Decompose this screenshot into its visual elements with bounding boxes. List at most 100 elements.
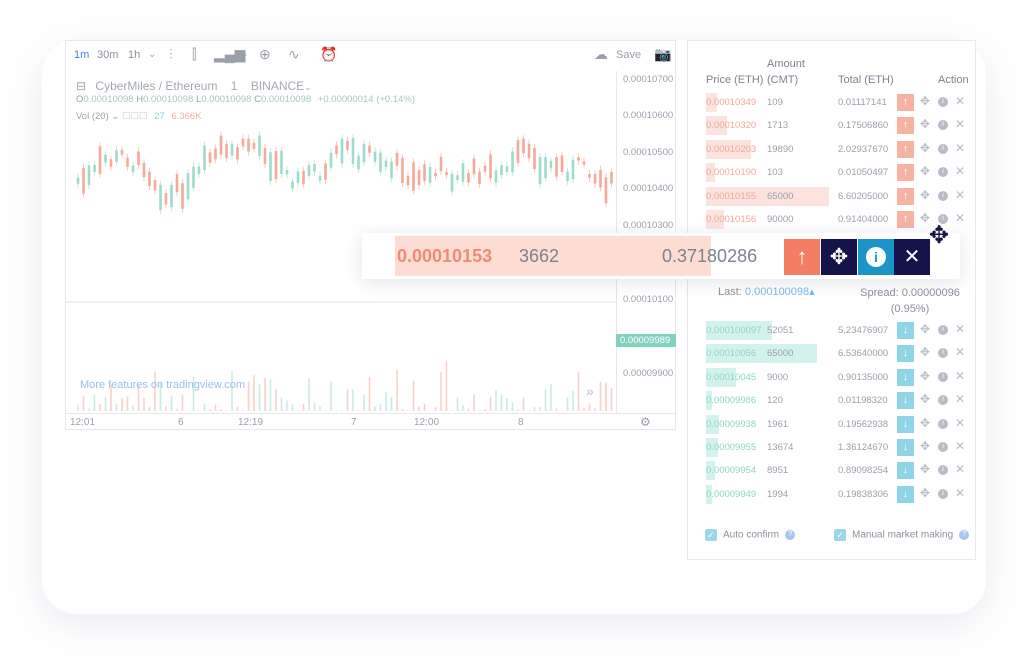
settings-gear-icon[interactable]: ⚙ (640, 415, 651, 429)
tradingview-link[interactable]: More features on tradingview.com (80, 379, 246, 391)
chevron-down-icon[interactable]: ⌄ (304, 82, 312, 92)
candles-icon[interactable]: ⫿ (192, 46, 197, 62)
info-icon[interactable]: i (938, 348, 948, 359)
ask-row[interactable]: 0.00010320 1713 0.17506860 ↑ ✥ i ✕ (688, 114, 977, 137)
arrow-down-icon[interactable]: ↓ (897, 462, 914, 480)
close-icon[interactable]: ✕ (955, 485, 966, 500)
bid-row[interactable]: 0.00009938 1961 0.19562938 ↓ ✥ i ✕ (688, 413, 977, 436)
chevron-down-icon[interactable]: ⌄ (148, 49, 157, 60)
bid-row[interactable]: 0.000100097 52051 5.23476907 ↓ ✥ i ✕ (688, 319, 977, 342)
info-icon[interactable]: i (938, 167, 948, 178)
arrow-up-icon[interactable]: ↑ (897, 140, 914, 158)
info-icon[interactable]: i (938, 190, 948, 201)
close-icon[interactable]: ✕ (955, 368, 966, 383)
bid-row[interactable]: 0.00010045 9000 0.90135000 ↓ ✥ i ✕ (688, 366, 977, 389)
move-icon[interactable]: ✥ (920, 439, 931, 453)
close-icon[interactable]: ✕ (955, 117, 966, 132)
arrow-up-icon[interactable]: ↑ (897, 94, 914, 111)
timeframe-1m[interactable]: 1m (74, 49, 90, 61)
move-icon[interactable]: ✥ (920, 322, 931, 336)
move-icon[interactable]: ✥ (920, 164, 931, 179)
info-icon[interactable]: i (938, 214, 948, 224)
move-icon[interactable]: ✥ (920, 462, 931, 477)
indicators-icon[interactable]: ▂▄▆ (214, 46, 246, 62)
auto-confirm-checkbox[interactable]: ✓ (705, 529, 717, 541)
close-icon[interactable]: ✕ (955, 211, 966, 225)
info-icon[interactable]: i (938, 442, 948, 452)
info-icon[interactable]: i (938, 488, 948, 499)
arrow-up-icon[interactable]: ↑ (897, 164, 914, 182)
close-icon[interactable]: ✕ (955, 94, 966, 108)
scroll-right-icon[interactable]: » (586, 383, 594, 399)
timeframe-30m[interactable]: 30m (97, 49, 119, 61)
arrow-down-icon[interactable]: ↓ (897, 368, 914, 386)
move-button[interactable]: ✥ (821, 239, 857, 275)
arrow-down-icon[interactable]: ↓ (897, 415, 914, 433)
move-icon[interactable]: ✥ (920, 187, 931, 202)
bid-row[interactable]: 0.00009949 1994 0.19838306 ↓ ✥ i ✕ (688, 483, 977, 506)
bid-row[interactable]: 0.00009986 120 0.01198320 ↓ ✥ i ✕ (688, 389, 977, 412)
close-icon[interactable]: ✕ (955, 345, 966, 360)
arrow-up-icon[interactable]: ↑ (897, 187, 914, 205)
arrow-down-icon[interactable]: ↓ (897, 439, 914, 456)
move-icon[interactable]: ✥ (920, 345, 931, 360)
ask-row[interactable]: 0.00010203 19890 2.02937670 ↑ ✥ i ✕ (688, 138, 977, 161)
arrow-down-icon[interactable]: ↓ (897, 392, 914, 410)
ask-row[interactable]: 0.00010190 103 0.01050497 ↑ ✥ i ✕ (688, 161, 977, 184)
info-icon[interactable]: i (938, 465, 948, 476)
manual-market-making-option[interactable]: ✓ Manual market making? (834, 529, 970, 541)
move-icon[interactable]: ✥ (920, 211, 931, 225)
arrow-up-icon[interactable]: ↑ (897, 211, 914, 228)
info-icon[interactable]: i (938, 325, 948, 335)
bid-row[interactable]: 0.00010056 65000 6.53640000 ↓ ✥ i ✕ (688, 342, 977, 365)
arrow-down-icon[interactable]: ↓ (897, 345, 914, 363)
move-icon[interactable]: ✥ (920, 368, 931, 383)
timeframe-1h[interactable]: 1h (128, 49, 141, 61)
move-icon[interactable]: ✥ (920, 415, 931, 430)
move-icon[interactable]: ✥ (920, 140, 931, 155)
close-icon[interactable]: ✕ (955, 322, 966, 336)
info-icon[interactable]: i (938, 143, 948, 154)
close-icon[interactable]: ✕ (955, 392, 966, 407)
info-icon[interactable]: i (938, 97, 948, 107)
ask-row[interactable]: 0.00010156 90000 0.91404000 ↑ ✥ i ✕ (688, 208, 977, 231)
ask-row[interactable]: 0.00010349 109 0.01117141 ↑ ✥ i ✕ (688, 91, 977, 114)
alert-icon[interactable]: ⏰ (320, 46, 338, 62)
close-icon[interactable]: ✕ (955, 164, 966, 179)
ask-row[interactable]: 0.00010155 65000 6.60205000 ↑ ✥ i ✕ (688, 185, 977, 208)
exchange[interactable]: BINANCE (250, 79, 305, 93)
arrow-up-button[interactable]: ↑ (784, 239, 820, 275)
info-icon[interactable]: i (938, 395, 948, 406)
bid-row[interactable]: 0.00009955 13674 1.36124670 ↓ ✥ i ✕ (688, 436, 977, 459)
arrow-down-icon[interactable]: ↓ (897, 485, 914, 503)
move-icon[interactable]: ✥ (920, 94, 931, 108)
move-icon[interactable]: ✥ (920, 392, 931, 407)
info-icon[interactable]: i (938, 120, 948, 131)
arrow-up-icon[interactable]: ↑ (897, 117, 914, 135)
save-button[interactable]: Save (616, 49, 642, 61)
help-icon[interactable]: ? (785, 530, 796, 540)
compare-icon[interactable]: ∿ (288, 46, 300, 62)
add-icon[interactable]: ⊕ (259, 46, 271, 62)
auto-confirm-option[interactable]: ✓ Auto confirm? (705, 529, 796, 541)
close-icon[interactable]: ✕ (955, 462, 966, 477)
candlestick-plot[interactable] (66, 71, 616, 413)
close-button[interactable]: ✕ (894, 239, 930, 275)
bid-row[interactable]: 0.00009954 8951 0.89098254 ↓ ✥ i ✕ (688, 459, 977, 482)
info-icon[interactable]: i (938, 371, 948, 382)
cloud-icon[interactable]: ☁ (594, 46, 608, 62)
move-icon[interactable]: ✥ (920, 117, 931, 132)
manual-market-making-checkbox[interactable]: ✓ (834, 529, 846, 541)
info-button[interactable]: i (858, 239, 894, 275)
collapse-icon[interactable]: ⊟ (76, 79, 87, 93)
bars-icon[interactable]: ⫶ (169, 46, 173, 62)
close-icon[interactable]: ✕ (955, 415, 966, 430)
move-icon[interactable]: ✥ (920, 485, 931, 500)
info-icon[interactable]: i (938, 418, 948, 429)
chevron-down-icon[interactable]: ⌄ (240, 49, 249, 60)
help-icon[interactable]: ? (959, 530, 970, 540)
highlighted-order-row[interactable]: 0.00010153 3662 0.37180286 ↑ ✥ i ✕ (362, 233, 960, 279)
close-icon[interactable]: ✕ (955, 439, 966, 453)
camera-icon[interactable]: 📷 (654, 46, 672, 62)
close-icon[interactable]: ✕ (955, 140, 966, 155)
